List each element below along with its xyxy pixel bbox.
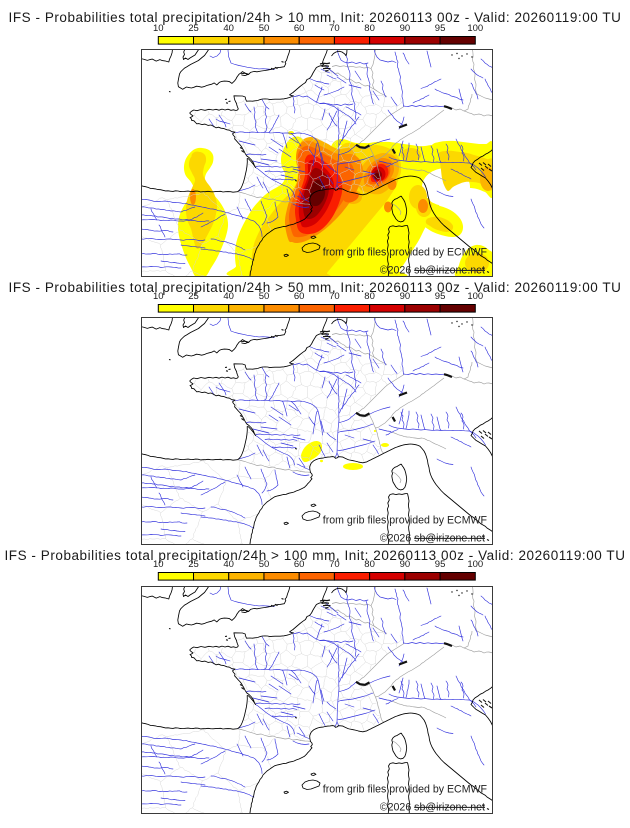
svg-text:©2026 sb@irizone.net: ©2026 sb@irizone.net [380, 265, 485, 277]
svg-text:from grib files provided by EC: from grib files provided by ECMWF [323, 247, 488, 259]
svg-text:from grib files provided by EC: from grib files provided by ECMWF [323, 515, 488, 527]
svg-text:©2026 sb@irizone.net: ©2026 sb@irizone.net [380, 533, 485, 545]
svg-text:©2026 sb@irizone.net: ©2026 sb@irizone.net [380, 801, 485, 813]
svg-text:from grib files provided by EC: from grib files provided by ECMWF [323, 783, 488, 795]
